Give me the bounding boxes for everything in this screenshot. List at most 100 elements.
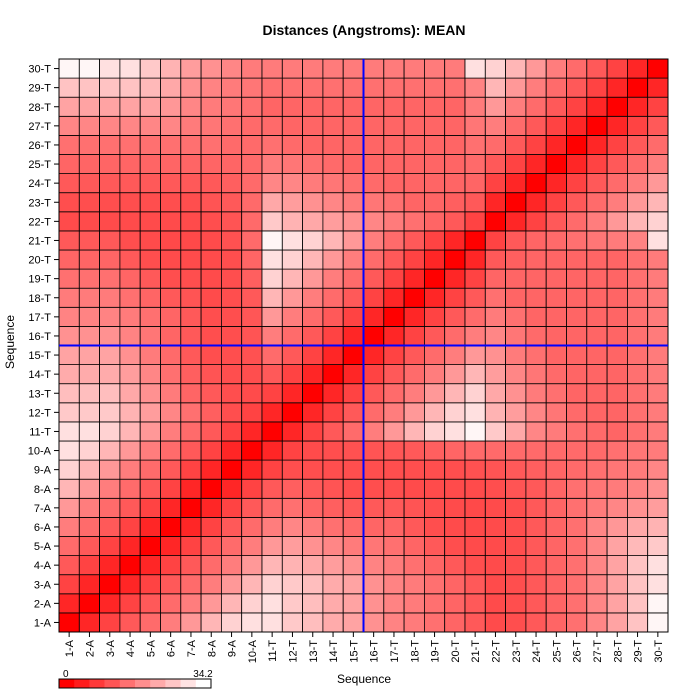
- heatmap-cell: [302, 325, 324, 346]
- heatmap-cell: [545, 230, 567, 251]
- heatmap-cell: [383, 211, 405, 232]
- heatmap-cell: [322, 497, 344, 518]
- heatmap-cell: [444, 306, 466, 327]
- heatmap-cell: [342, 58, 364, 79]
- heatmap-cell: [464, 612, 486, 633]
- x-tick-label: 15-T: [348, 640, 360, 663]
- heatmap-cell: [566, 536, 588, 557]
- heatmap-cell: [525, 517, 547, 537]
- heatmap-cell: [302, 77, 324, 98]
- heatmap-cell: [302, 134, 324, 155]
- heatmap-cell: [139, 459, 161, 480]
- heatmap-cell: [261, 154, 283, 175]
- heatmap-cell: [525, 497, 547, 518]
- heatmap-cell: [180, 211, 202, 232]
- color-legend: 0 34.2: [58, 669, 213, 689]
- heatmap-cell: [99, 478, 121, 499]
- heatmap-cell: [160, 96, 182, 117]
- heatmap-cell: [342, 383, 364, 404]
- heatmap-cell: [403, 192, 425, 213]
- heatmap-cell: [444, 593, 466, 614]
- heatmap-cell: [342, 593, 364, 614]
- heatmap-cell: [99, 612, 121, 633]
- heatmap-cell: [99, 268, 121, 289]
- heatmap-cell: [586, 555, 608, 576]
- heatmap-cell: [545, 287, 567, 308]
- heatmap-cell: [200, 96, 222, 117]
- heatmap-cell: [363, 459, 385, 480]
- heatmap-cell: [484, 497, 506, 518]
- heatmap-cell: [302, 249, 324, 270]
- heatmap-cell: [322, 211, 344, 232]
- heatmap-cell: [586, 345, 608, 366]
- heatmap-cell: [220, 497, 243, 518]
- legend-swatch: [150, 679, 166, 688]
- heatmap-cell: [627, 173, 649, 194]
- heatmap-cell: [484, 364, 506, 385]
- heatmap-cell: [119, 574, 141, 595]
- heatmap-cell: [322, 268, 344, 289]
- heatmap-cell: [484, 536, 506, 557]
- heatmap-cell: [58, 287, 80, 308]
- heatmap-cell: [220, 249, 243, 270]
- heatmap-cell: [78, 345, 101, 366]
- heatmap-cell: [180, 115, 202, 136]
- heatmap-cell: [200, 287, 222, 308]
- heatmap-cell: [342, 287, 364, 308]
- heatmap-cell: [342, 325, 364, 346]
- heatmap-cell: [545, 154, 567, 175]
- heatmap-cell: [220, 58, 243, 79]
- heatmap-cell: [119, 287, 141, 308]
- heatmap-cell: [586, 497, 608, 518]
- heatmap-cell: [180, 478, 202, 499]
- heatmap-cell: [525, 173, 547, 194]
- heatmap-cell: [160, 402, 182, 423]
- heatmap-cell: [78, 211, 101, 232]
- heatmap-cell: [281, 96, 303, 117]
- heatmap-cell: [566, 173, 588, 194]
- heatmap-cell: [302, 517, 324, 537]
- heatmap-cell: [302, 306, 324, 327]
- heatmap-cell: [322, 364, 344, 385]
- y-tick-label: 26-T: [28, 140, 51, 152]
- heatmap-cell: [627, 134, 649, 155]
- heatmap-cell: [261, 230, 283, 251]
- heatmap-cell: [200, 173, 222, 194]
- heatmap-cell: [484, 211, 506, 232]
- heatmap-cell: [119, 440, 141, 461]
- x-tick-label: 27-T: [592, 640, 604, 663]
- heatmap-cell: [200, 115, 222, 136]
- heatmap-cell: [444, 173, 466, 194]
- heatmap-cell: [647, 287, 669, 308]
- heatmap-cell: [78, 364, 101, 385]
- heatmap-cell: [627, 115, 649, 136]
- heatmap-cell: [342, 134, 364, 155]
- heatmap-cell: [180, 345, 202, 366]
- heatmap-cell: [261, 497, 283, 518]
- heatmap-cell: [647, 325, 669, 346]
- heatmap-cell: [383, 497, 405, 518]
- heatmap-cell: [302, 593, 324, 614]
- heatmap-cell: [566, 154, 588, 175]
- heatmap-cell: [200, 211, 222, 232]
- heatmap-cell: [545, 555, 567, 576]
- heatmap-cell: [241, 287, 263, 308]
- heatmap-cell: [220, 268, 243, 289]
- heatmap-cell: [261, 517, 283, 537]
- heatmap-cell: [99, 77, 121, 98]
- heatmap-cell: [160, 154, 182, 175]
- heatmap-cell: [363, 421, 385, 442]
- heatmap-cell: [200, 574, 222, 595]
- heatmap-cell: [383, 154, 405, 175]
- heatmap-cell: [403, 268, 425, 289]
- heatmap-cell: [606, 402, 628, 423]
- heatmap-cell: [99, 383, 121, 404]
- x-tick-label: 9-A: [227, 639, 239, 657]
- heatmap-cell: [139, 555, 161, 576]
- heatmap-cell: [606, 421, 628, 442]
- heatmap-cell: [647, 230, 669, 251]
- heatmap-cell: [627, 154, 649, 175]
- heatmap-cell: [383, 517, 405, 537]
- heatmap-cell: [464, 574, 486, 595]
